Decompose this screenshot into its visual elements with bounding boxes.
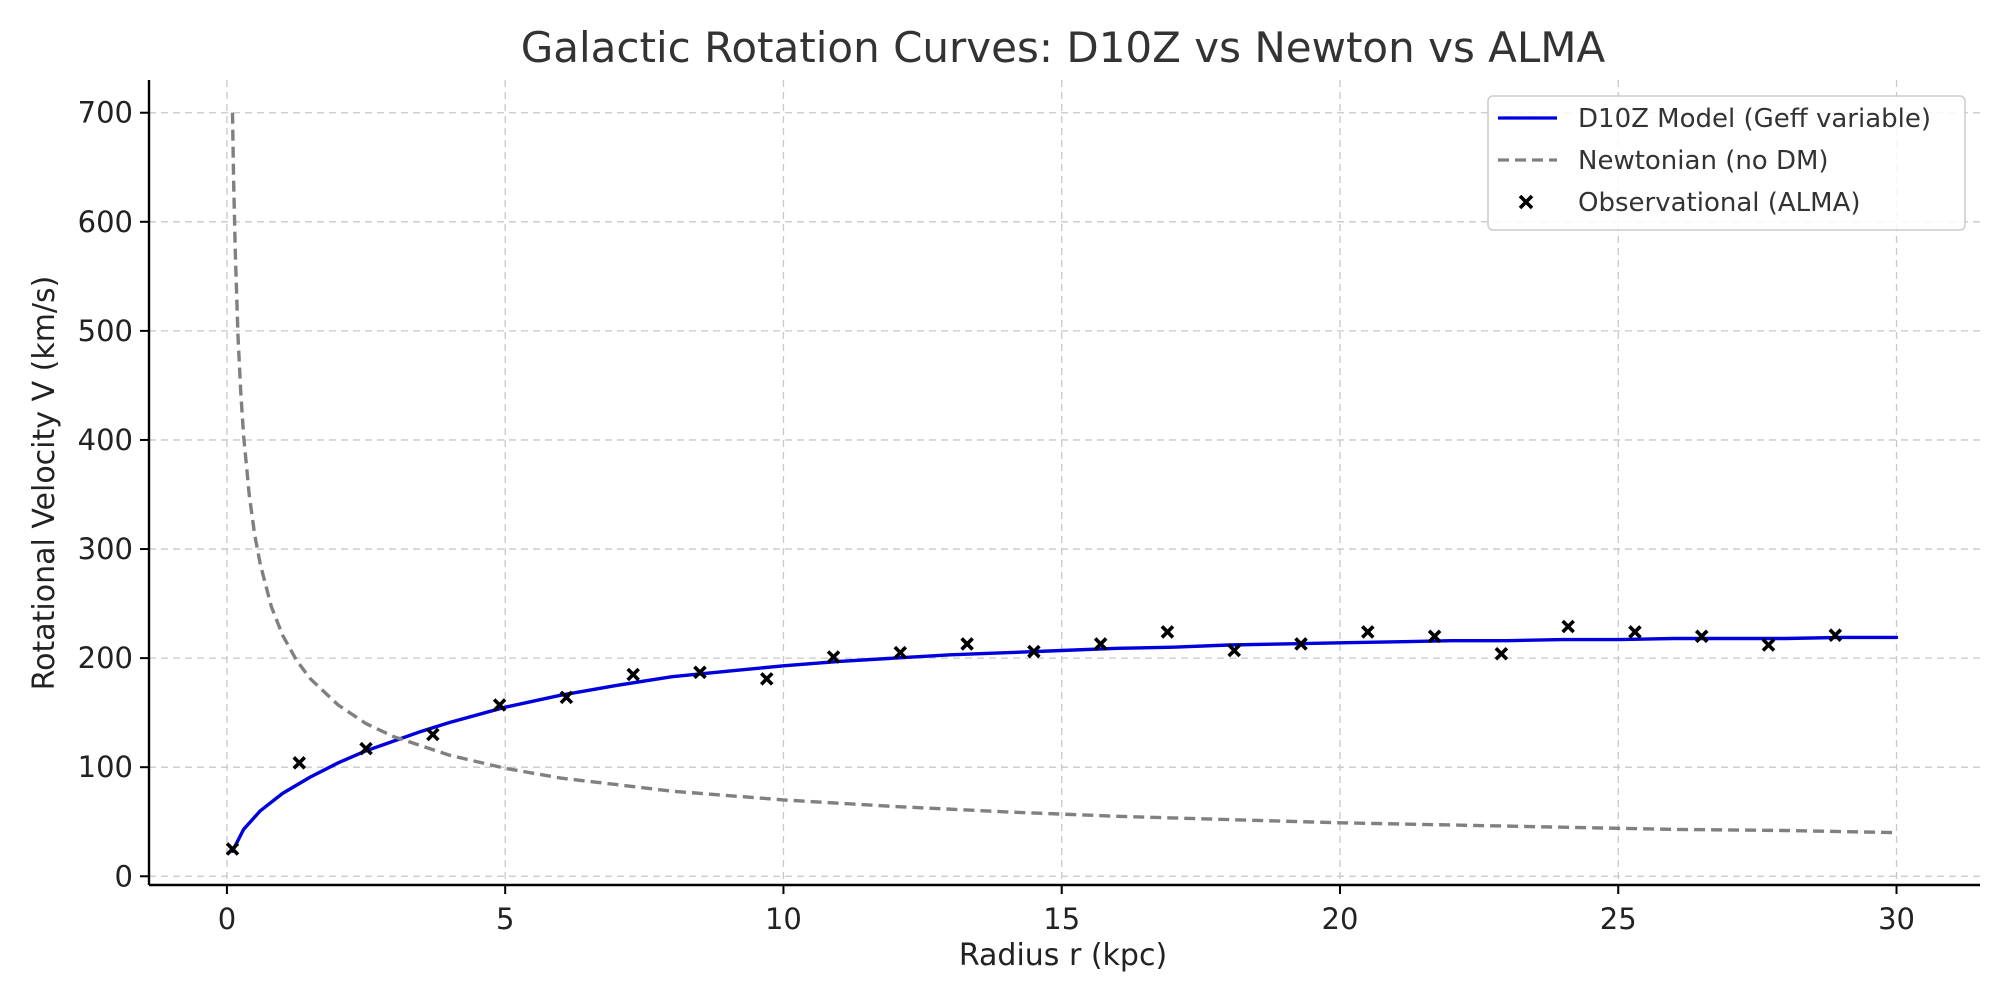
newtonian-line [230, 112, 1897, 835]
alma-data-point [1761, 638, 1776, 652]
y-tick-label: 300 [78, 532, 133, 566]
alma-data-point [1628, 625, 1642, 639]
axes [147, 80, 1980, 887]
y-tick-label: 100 [78, 750, 133, 784]
grid [149, 80, 1980, 885]
alma-data-point [1494, 646, 1509, 661]
legend-label-newton: Newtonian (no DM) [1578, 146, 1829, 176]
alma-data-point [960, 637, 974, 651]
legend-label-d10z: D10Z Model (Geff variable) [1578, 104, 1931, 134]
alma-data-point [1294, 637, 1308, 651]
plot-area [225, 112, 1899, 856]
x-axis-label: Radius r (kpc) [959, 938, 1167, 973]
alma-data-point [826, 650, 841, 664]
y-axis-label: Rotational Velocity V (km/s) [27, 276, 62, 691]
x-tick-label: 0 [218, 902, 236, 936]
x-tick-label: 30 [1878, 902, 1915, 936]
alma-data-point [1227, 643, 1242, 658]
y-tick-label: 500 [78, 314, 133, 348]
alma-data-point [559, 690, 574, 705]
y-tick-label: 700 [78, 96, 133, 130]
alma-data-point [626, 667, 640, 682]
alma-data-point [893, 645, 908, 660]
y-tick-label: 200 [78, 641, 133, 675]
x-tick-label: 20 [1322, 902, 1359, 936]
legend-swatch-alma [1518, 194, 1534, 210]
alma-data-point [1361, 625, 1375, 639]
x-tick-label: 10 [765, 902, 802, 936]
alma-data-point [225, 842, 240, 856]
y-tick-label: 400 [78, 423, 133, 457]
alma-data-point [426, 727, 440, 742]
alma-data-point [693, 665, 707, 680]
alma-data-point [1427, 629, 1442, 644]
alma-data-point [359, 741, 373, 756]
alma-data-point [1561, 619, 1575, 634]
alma-data-point [759, 672, 774, 686]
alma-observations [225, 619, 1843, 856]
alma-data-point [292, 756, 307, 770]
x-tick-label: 25 [1600, 902, 1637, 936]
y-tick-label: 0 [115, 859, 133, 893]
alma-data-point [1027, 644, 1041, 659]
alma-data-point [1828, 628, 1843, 642]
legend-label-alma: Observational (ALMA) [1578, 188, 1861, 218]
chart-title: Galactic Rotation Curves: D10Z vs Newton… [521, 23, 1606, 72]
x-tick-label: 5 [496, 902, 514, 936]
alma-data-point [1694, 629, 1709, 644]
alma-data-point [492, 698, 507, 712]
alma-data-point [1160, 625, 1175, 639]
legend: D10Z Model (Geff variable) Newtonian (no… [1487, 95, 1966, 231]
y-tick-label: 600 [78, 205, 133, 239]
legend-frame [1487, 95, 1966, 231]
alma-data-point [1093, 637, 1108, 651]
x-tick-label: 15 [1043, 902, 1080, 936]
